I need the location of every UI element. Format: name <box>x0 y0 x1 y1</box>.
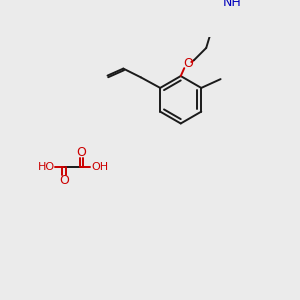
Text: O: O <box>183 57 193 70</box>
Text: NH: NH <box>223 0 242 9</box>
Text: O: O <box>59 174 69 187</box>
Text: O: O <box>76 146 86 159</box>
Text: HO: HO <box>38 161 55 172</box>
Text: OH: OH <box>92 161 109 172</box>
